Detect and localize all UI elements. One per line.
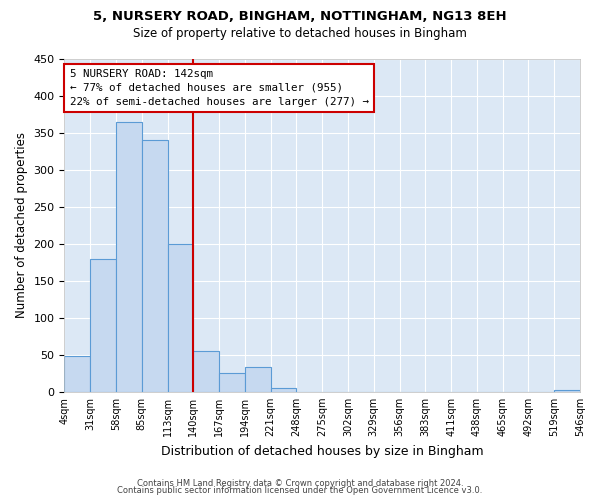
Text: 5, NURSERY ROAD, BINGHAM, NOTTINGHAM, NG13 8EH: 5, NURSERY ROAD, BINGHAM, NOTTINGHAM, NG… <box>93 10 507 23</box>
Bar <box>167 244 193 392</box>
Bar <box>64 356 90 392</box>
Text: Size of property relative to detached houses in Bingham: Size of property relative to detached ho… <box>133 28 467 40</box>
Bar <box>142 140 167 392</box>
Text: Contains HM Land Registry data © Crown copyright and database right 2024.: Contains HM Land Registry data © Crown c… <box>137 478 463 488</box>
Bar <box>193 351 219 392</box>
Text: 5 NURSERY ROAD: 142sqm
← 77% of detached houses are smaller (955)
22% of semi-de: 5 NURSERY ROAD: 142sqm ← 77% of detached… <box>70 69 368 107</box>
X-axis label: Distribution of detached houses by size in Bingham: Distribution of detached houses by size … <box>161 444 484 458</box>
Bar <box>116 122 142 392</box>
Bar <box>554 390 580 392</box>
Bar <box>219 372 245 392</box>
Bar <box>271 388 296 392</box>
Text: Contains public sector information licensed under the Open Government Licence v3: Contains public sector information licen… <box>118 486 482 495</box>
Bar <box>245 368 271 392</box>
Bar <box>90 258 116 392</box>
Y-axis label: Number of detached properties: Number of detached properties <box>15 132 28 318</box>
